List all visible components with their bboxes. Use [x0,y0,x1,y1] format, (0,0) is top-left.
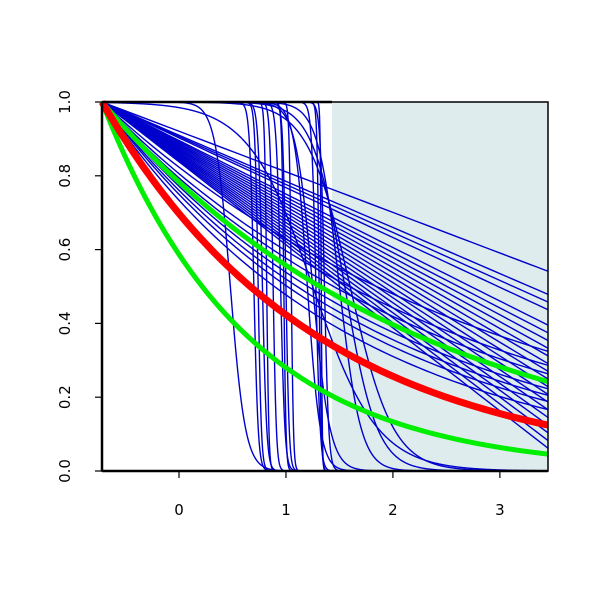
x-tick-label-1: 1 [281,501,291,519]
blue-curve-linear-8 [101,101,549,357]
blue-curve-linear-1 [101,101,549,295]
axes: 0 1 2 3 0.0 0.2 0.4 0.6 0.8 1.0 [56,90,549,519]
blue-curve-exp-21 [101,101,549,352]
y-tick-label-0: 0.0 [56,459,74,483]
blue-curve-linear-13 [101,101,549,395]
blue-curve-linear-6 [101,101,549,342]
blue-curve-linear-12 [101,101,549,388]
blue-curve-linear-20 [101,101,549,449]
blue-curve-linear-14 [101,101,549,403]
blue-curve-linear-5 [101,101,549,334]
blue-curve-linear-19 [101,101,549,442]
blue-curve-linear-4 [101,101,549,326]
green-curve-0 [100,100,549,385]
blue-curve-linear-17 [101,101,549,426]
x-tick-label-3: 3 [495,501,505,519]
green-curve-1 [99,101,549,457]
x-tick-label-0: 0 [174,501,184,519]
blue-curve-linear-18 [101,101,549,434]
blue-curve-step-48 [101,101,548,472]
y-tick-label-3: 0.6 [56,238,74,262]
y-tick-label-2: 0.4 [56,311,74,335]
blue-curve-linear-7 [101,101,549,349]
blue-curve-linear-9 [101,101,549,365]
y-tick-label-4: 0.8 [56,164,74,188]
blue-curve-linear-11 [101,101,549,380]
x-tick-label-2: 2 [388,501,398,519]
y-tick-label-5: 1.0 [56,90,74,114]
red-curve [98,100,549,429]
blue-curve-linear-2 [101,101,549,303]
blue-curve-linear-3 [101,101,549,311]
y-tick-label-1: 0.2 [56,385,74,409]
blue-curve-exp-22 [101,101,549,367]
